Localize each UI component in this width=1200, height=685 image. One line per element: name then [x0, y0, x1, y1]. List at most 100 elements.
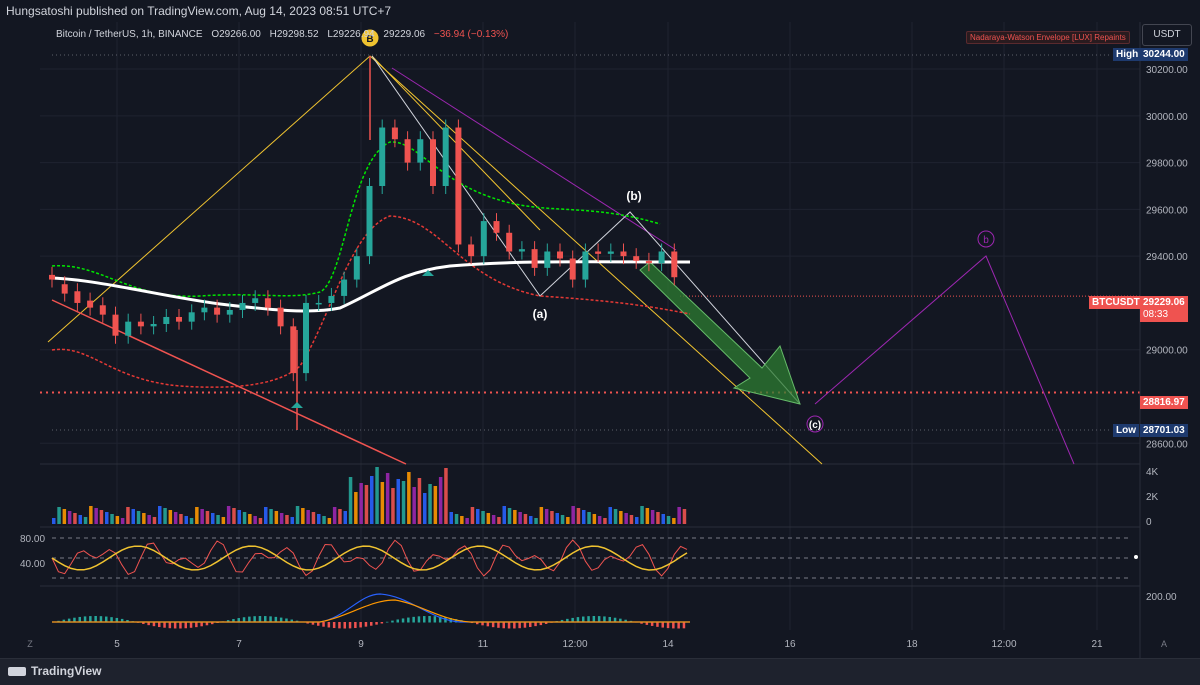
currency-button[interactable]: USDT [1142, 24, 1192, 46]
volume-bar [168, 510, 173, 524]
volume-bar [433, 486, 438, 524]
volume-bar [507, 508, 512, 524]
candle-body [201, 307, 208, 313]
candle-body [188, 312, 195, 322]
volume-bar [672, 518, 676, 524]
candle-body [150, 324, 157, 327]
candle-body [214, 307, 221, 315]
macd-bar [454, 619, 458, 623]
macd-bar [226, 620, 230, 623]
wave-a-label: (a) [533, 307, 548, 321]
high-price-tag: High [1113, 48, 1142, 61]
macd-bar [285, 618, 288, 623]
current-price-tag: 29229.06 08:33 [1140, 296, 1188, 322]
macd-bar [348, 622, 352, 629]
volume-bar [555, 513, 559, 524]
volume-bar [253, 516, 257, 524]
x-tick-label: 12:00 [991, 639, 1016, 650]
macd-bar [507, 622, 511, 629]
volume-bar [295, 506, 300, 524]
projected-wave [814, 255, 1075, 465]
purple-trend-line [391, 67, 677, 251]
macd-bar [380, 622, 384, 624]
basis-line [51, 260, 691, 313]
volume-bar [136, 511, 141, 524]
macd-bar [592, 616, 596, 623]
macd-bar [529, 622, 532, 628]
volume-bar [115, 516, 120, 524]
volume-bar [550, 511, 554, 524]
volume-bar [110, 514, 114, 524]
volume-bar [513, 510, 517, 524]
volume-bar [221, 517, 226, 524]
volume-bar [269, 509, 273, 524]
candle-body [277, 307, 284, 327]
volume-bar [529, 516, 533, 524]
macd-bar [78, 616, 81, 623]
candlesticks [49, 56, 678, 430]
signal-marker [422, 270, 434, 276]
volume-bar [603, 518, 607, 524]
volume-bar [534, 518, 538, 524]
symbol-tag: BTCUSDT [1089, 296, 1143, 309]
volume-bar [650, 510, 655, 524]
red-trend-line [51, 299, 407, 465]
candle-body [366, 186, 373, 257]
volume-bar [195, 507, 199, 524]
macd-bar [576, 617, 580, 623]
zoom-out-button: Z [27, 639, 33, 649]
support-price-tag: 28816.97 [1140, 396, 1188, 409]
macd-bar [597, 616, 601, 623]
volume-bar [460, 516, 464, 524]
volume-bar [666, 516, 671, 524]
volume-bar [242, 512, 247, 524]
candle-body [595, 251, 602, 254]
volume-bar [354, 492, 358, 524]
osc-tick-label: 40.00 [20, 559, 45, 570]
price-chart[interactable]: 30200.00 30000.00 29800.00 29600.00 29400.00… [0, 0, 1200, 658]
macd-bar [438, 616, 442, 623]
macd-bar [354, 622, 357, 629]
candle-body [290, 326, 297, 374]
low-value-tag: 28701.03 [1140, 424, 1188, 437]
y-tick-label: 28600.00 [1146, 439, 1188, 450]
volume-bar [677, 507, 681, 524]
volume-bar [173, 512, 178, 524]
open-value: O29266.00 [211, 29, 261, 40]
macd-bar [518, 622, 521, 629]
volume-bar [343, 511, 347, 524]
macd-bar [279, 617, 283, 623]
candle-body [468, 244, 475, 257]
macd-bar [158, 622, 161, 628]
macd-bar [650, 622, 654, 626]
candle-body [518, 249, 525, 252]
volume-bar [682, 509, 687, 524]
symbol-name: Bitcoin / TetherUS, 1h, BINANCE [56, 29, 203, 40]
high-value: H29298.52 [269, 29, 319, 40]
volume-bar [629, 515, 634, 524]
macd-bar [407, 617, 410, 623]
volume-bar [89, 506, 93, 524]
volume-bar [613, 509, 618, 524]
volume-bar [444, 468, 448, 524]
volume-bar [152, 517, 157, 524]
volume-bar [391, 488, 395, 524]
candle-body [226, 309, 233, 315]
candle-body [671, 251, 678, 278]
indicator-badge[interactable]: Nadaraya-Watson Envelope [LUX] Repaints [966, 31, 1130, 44]
macd-bar [168, 622, 172, 629]
volume-bar [105, 512, 109, 524]
volume-bar [465, 518, 469, 524]
x-tick-label: 12:00 [562, 639, 587, 650]
candle-body [582, 251, 589, 280]
candle-body [264, 298, 271, 308]
volume-bar [200, 509, 204, 524]
x-tick-label: 14 [662, 639, 674, 650]
macd-bar [205, 622, 209, 626]
macd-bar [677, 622, 680, 629]
candle-body [506, 232, 513, 252]
macd-bar [608, 616, 611, 623]
candle-body [315, 302, 322, 305]
volume-bar [205, 511, 210, 524]
volume-bar [57, 507, 61, 524]
